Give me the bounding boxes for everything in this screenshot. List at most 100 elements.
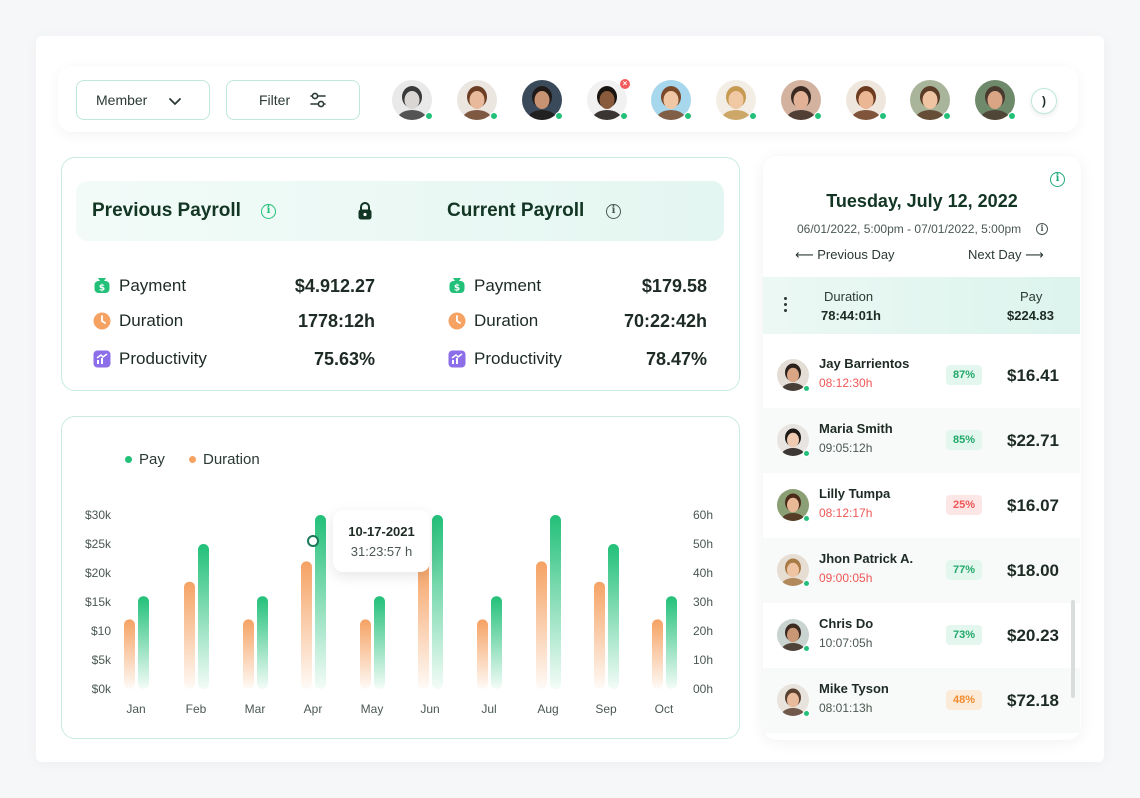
filter-button[interactable]: Filter [226, 80, 360, 120]
pay-bar[interactable] [138, 596, 149, 689]
legend-label: Pay [139, 451, 165, 468]
legend-pay: Pay [125, 451, 165, 468]
person-icon [651, 80, 691, 120]
x-tick-label: Apr [304, 702, 323, 716]
member-dropdown[interactable]: Member [76, 80, 210, 120]
current-payroll-title: Current Payroll [447, 200, 585, 221]
list-item[interactable]: Chris Do 10:07:05h 73% $20.23 [763, 603, 1080, 668]
person-name: Mike Tyson [819, 681, 889, 696]
pay-bar[interactable] [550, 515, 561, 689]
next-day-link[interactable]: Next Day ⟶ [968, 247, 1044, 262]
pay-bar[interactable] [608, 544, 619, 689]
y-left-tick-label: $20k [85, 566, 112, 580]
pay-bar[interactable] [257, 596, 268, 689]
clock-icon [448, 312, 466, 330]
productivity-icon [448, 350, 466, 368]
pay-bar[interactable] [491, 596, 502, 689]
bar-chart: $0k $5k $10 $15k $20k $25k $30k 00h 10h 20h 30h 40h… [85, 508, 713, 716]
person-time: 08:12:30h [819, 376, 873, 390]
avatar[interactable] [975, 80, 1016, 120]
metric-label: Productivity [119, 349, 207, 368]
duration-bar[interactable] [477, 619, 488, 689]
duration-bar[interactable] [652, 619, 663, 689]
online-status-dot [943, 112, 951, 120]
productivity-badge: 48% [946, 690, 982, 710]
date-range: 06/01/2022, 5:00pm - 07/01/2022, 5:00pm [797, 222, 1022, 236]
duration-bar[interactable] [124, 619, 135, 689]
x-tick-label: Mar [245, 702, 266, 716]
avatar[interactable] [846, 80, 887, 120]
more-options-icon[interactable] [784, 297, 788, 315]
person-icon [392, 80, 432, 120]
duration-bar[interactable] [536, 561, 547, 689]
duration-bar[interactable] [243, 619, 254, 689]
online-status-dot [684, 112, 692, 120]
productivity-badge: 87% [946, 365, 982, 385]
duration-bar[interactable] [594, 581, 605, 689]
info-icon[interactable]: i [261, 204, 276, 219]
online-status-dot [879, 112, 887, 120]
online-status-dot [490, 112, 498, 120]
online-status-dot [803, 450, 810, 457]
pay-bar[interactable] [315, 515, 326, 689]
metric-value: 1778:12h [297, 311, 375, 331]
tooltip-date: 10-17-2021 [348, 524, 415, 539]
person-name: Jhon Patrick A. [819, 551, 914, 566]
person-name: Maria Smith [819, 421, 893, 436]
avatar[interactable] [716, 80, 757, 120]
duration-label: Duration [824, 289, 874, 304]
duration-bar[interactable] [301, 561, 312, 689]
productivity-icon [93, 350, 111, 368]
remove-icon[interactable]: × [620, 79, 630, 89]
scrollbar[interactable] [1071, 600, 1075, 698]
x-tick-label: Jan [126, 702, 145, 716]
info-icon[interactable]: i [606, 204, 621, 219]
duration-bar[interactable] [184, 581, 195, 689]
avatar[interactable] [457, 80, 498, 120]
online-status-dot [425, 112, 433, 120]
info-icon[interactable]: i [1036, 223, 1048, 235]
avatar[interactable] [781, 80, 822, 120]
list-item[interactable]: Mike Tyson 08:01:13h 48% $72.18 [763, 668, 1080, 733]
person-time: 09:05:12h [819, 441, 873, 455]
person-amount: $18.00 [1007, 561, 1059, 580]
list-item[interactable]: Jay Barrientos 08:12:30h 87% $16.41 [763, 343, 1080, 408]
person-time: 10:07:05h [819, 636, 873, 650]
more-avatars-button[interactable]: ) [1031, 88, 1057, 114]
y-left-tick-label: $5k [92, 653, 112, 667]
x-tick-label: Aug [537, 702, 558, 716]
info-icon[interactable]: i [1050, 172, 1065, 187]
pay-bar[interactable] [374, 596, 385, 689]
avatar [777, 684, 810, 717]
legend-label: Duration [203, 451, 260, 468]
avatar[interactable]: × [587, 79, 630, 120]
avatar[interactable] [392, 80, 433, 120]
lock-icon [358, 202, 372, 220]
duration-bar[interactable] [360, 619, 371, 689]
day-summary: Duration 78:44:01h Pay $224.83 [763, 277, 1080, 334]
productivity-badge: 77% [946, 560, 982, 580]
y-right-tick-label: 60h [693, 508, 713, 522]
list-item[interactable]: Maria Smith 09:05:12h 85% $22.71 [763, 408, 1080, 473]
pay-bar[interactable] [666, 596, 677, 689]
avatar[interactable] [910, 80, 951, 120]
online-status-dot [555, 112, 563, 120]
duration-bar[interactable] [418, 561, 429, 689]
list-item[interactable]: Lilly Tumpa 08:12:17h 25% $16.07 [763, 473, 1080, 538]
person-name: Jay Barrientos [819, 356, 910, 371]
metric-value: $179.58 [641, 276, 707, 296]
avatar [777, 619, 810, 652]
y-left-tick-label: $10 [91, 624, 111, 638]
previous-day-link[interactable]: ⟵ Previous Day [795, 247, 895, 262]
metric-label: Payment [119, 276, 187, 295]
list-item[interactable]: Jhon Patrick A. 09:00:05h 77% $18.00 [763, 538, 1080, 603]
productivity-badge: 73% [946, 625, 982, 645]
pay-bar[interactable] [198, 544, 209, 689]
online-status-dot [620, 112, 628, 120]
y-right-tick-label: 50h [693, 537, 713, 551]
avatar[interactable] [522, 80, 563, 120]
metric-value: 75.63% [313, 349, 375, 369]
online-status-dot [803, 710, 810, 717]
pay-bar[interactable] [432, 515, 443, 689]
avatar[interactable] [651, 80, 692, 120]
